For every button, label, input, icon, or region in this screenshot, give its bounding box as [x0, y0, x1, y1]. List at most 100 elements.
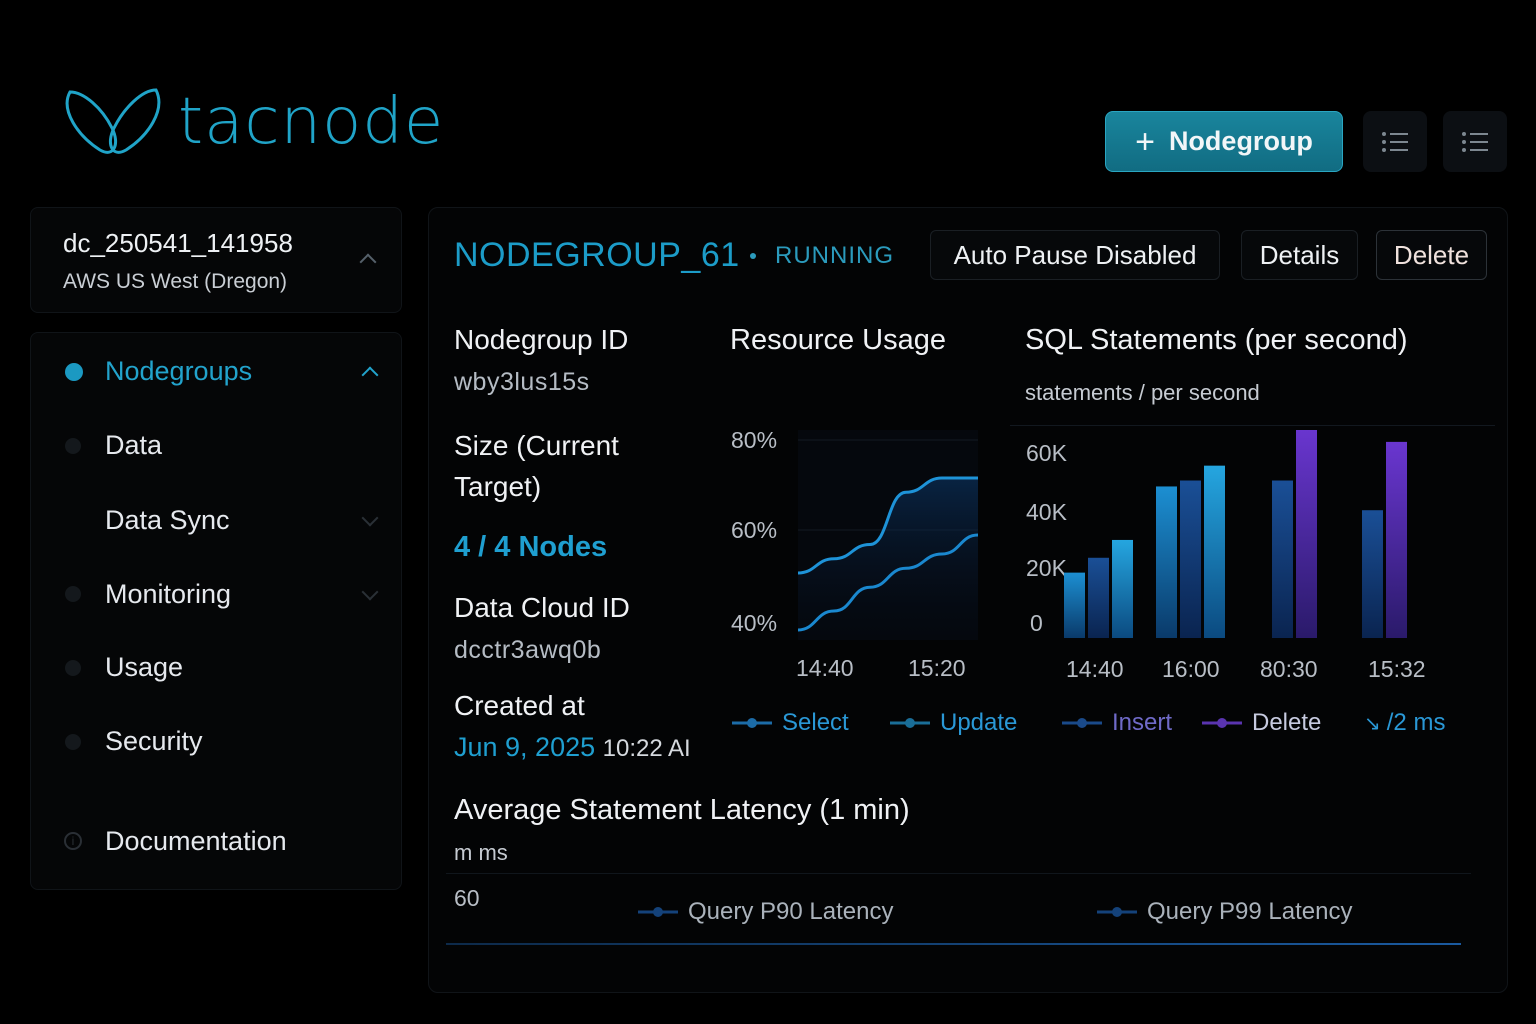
bar-update-0 — [1088, 557, 1109, 638]
security-bullet-icon — [65, 734, 81, 750]
status-badge: RUNNING — [775, 242, 894, 269]
size-label-cont: Target) — [454, 471, 542, 502]
y-tick-label: 40% — [731, 610, 778, 636]
add-nodegroup-button[interactable]: + Nodegroup — [1105, 111, 1343, 172]
datacenter-region: AWS US West (Dregon) — [63, 270, 288, 293]
datacenter-selector[interactable] — [30, 207, 402, 313]
delete-button[interactable]: Delete — [1376, 230, 1487, 280]
auto-pause-button[interactable]: Auto Pause Disabled — [930, 230, 1220, 280]
brand-name: tacnode — [178, 85, 445, 159]
legend-label: Update — [940, 709, 1018, 736]
legend-label: /2 ms — [1386, 709, 1446, 736]
datacenter-name: dc_250541_141958 — [63, 228, 293, 258]
created-label: Created at — [454, 690, 585, 721]
bar-insert-0 — [1112, 539, 1133, 638]
x-tick-label: 15:32 — [1368, 656, 1426, 682]
nodegroup-id-label: Nodegroup ID — [454, 324, 629, 355]
sidebar-item-security[interactable]: Security — [105, 726, 203, 756]
arrow-down-right-icon: ↘ — [1364, 712, 1381, 735]
bar-insert-1 — [1204, 465, 1225, 638]
nodegroup-title: NODEGROUP_61 — [454, 236, 740, 274]
sidebar-item-documentation[interactable]: Documentation — [105, 826, 287, 856]
nodegroup-id-value: wby3lus15s — [454, 368, 590, 396]
bar-delete-2 — [1296, 430, 1317, 638]
x-tick-label: 80:30 — [1260, 656, 1318, 682]
sql-statements-chart — [1064, 430, 1407, 638]
created-date: Jun 9, 2025 — [454, 732, 596, 762]
y-tick-label: 20K — [1026, 555, 1067, 581]
resource-usage-line-1 — [798, 533, 978, 632]
resource-usage-title: Resource Usage — [730, 324, 946, 356]
legend-marker-icon — [732, 718, 772, 728]
y-tick-label: 80% — [731, 427, 778, 453]
legend-marker-icon — [1097, 907, 1137, 917]
sql-statements-title: SQL Statements (per second) — [1025, 324, 1408, 356]
menu-button[interactable] — [1443, 111, 1507, 172]
legend-insert[interactable]: Insert — [1062, 709, 1172, 737]
created-time: 10:22 AI — [602, 735, 691, 762]
y-tick-label: 40K — [1026, 499, 1067, 525]
add-nodegroup-label: Nodegroup — [1168, 126, 1313, 156]
legend-delete[interactable]: Delete — [1202, 709, 1321, 737]
bar-delete-3 — [1386, 441, 1407, 638]
list-view-button[interactable] — [1363, 111, 1427, 172]
bar-insert-3 — [1362, 510, 1383, 638]
details-button[interactable]: Details — [1241, 230, 1358, 280]
y-tick-label: 0 — [1030, 610, 1043, 636]
x-tick-label: 15:20 — [908, 655, 966, 681]
bar-update-1 — [1180, 480, 1201, 638]
bar-select-0 — [1064, 572, 1085, 638]
y-tick-label: 60 — [454, 885, 480, 911]
legend-p99[interactable]: Query P99 Latency — [1097, 898, 1352, 926]
created-value: Jun 9, 2025 10:22 AI — [454, 732, 691, 763]
legend-label: Query P90 Latency — [688, 898, 894, 925]
cloud-id-value: dcctr3awq0b — [454, 636, 602, 664]
data-bullet-icon — [65, 438, 81, 454]
latency-unit: m ms — [454, 840, 508, 865]
legend-marker-icon — [890, 718, 930, 728]
legend-label: Select — [782, 709, 849, 736]
sidebar-nav — [30, 332, 402, 890]
usage-bullet-icon — [65, 660, 81, 676]
legend-marker-icon — [638, 907, 678, 917]
bar-insert-2 — [1272, 480, 1293, 638]
monitoring-bullet-icon — [65, 586, 81, 602]
nodegroups-bullet-icon — [65, 363, 83, 381]
sql-statements-subtitle: statements / per second — [1025, 380, 1260, 405]
brand-logo: tacnode — [60, 82, 500, 162]
divider — [446, 873, 1471, 874]
tacnode-logo-icon — [65, 88, 161, 154]
legend-marker-icon — [1062, 718, 1102, 728]
resource-usage-line-0 — [798, 476, 978, 575]
list-icon — [1382, 131, 1408, 152]
legend-select[interactable]: Select — [732, 709, 849, 737]
legend-label: Query P99 Latency — [1147, 898, 1353, 925]
size-label: Size (Current — [454, 430, 619, 461]
x-tick-label: 16:00 — [1162, 656, 1220, 682]
size-value: 4 / 4 Nodes — [454, 531, 608, 563]
status-dot-icon — [750, 253, 756, 259]
sidebar-item-usage[interactable]: Usage — [105, 652, 184, 682]
sidebar-item-monitoring[interactable]: Monitoring — [105, 579, 232, 609]
cloud-id-label: Data Cloud ID — [454, 592, 630, 623]
legend-label: Delete — [1252, 709, 1322, 736]
legend-label: Insert — [1112, 709, 1173, 736]
y-tick-label: 60% — [731, 517, 778, 543]
info-icon: i — [64, 832, 82, 850]
y-tick-label: 60K — [1026, 440, 1067, 466]
list-icon — [1462, 131, 1488, 152]
latency-baseline — [446, 943, 1461, 945]
latency-title: Average Statement Latency (1 min) — [454, 794, 910, 826]
bar-select-1 — [1156, 486, 1177, 638]
x-tick-label: 14:40 — [1066, 656, 1124, 682]
sidebar-item-data-sync[interactable]: Data Sync — [105, 505, 230, 535]
divider — [1010, 425, 1495, 426]
legend-update[interactable]: Update — [890, 709, 1017, 737]
legend-extra[interactable]: ↘ /2 ms — [1364, 709, 1445, 737]
sidebar-item-nodegroups[interactable]: Nodegroups — [105, 356, 253, 386]
x-tick-label: 14:40 — [796, 655, 854, 681]
legend-p90[interactable]: Query P90 Latency — [638, 898, 893, 926]
legend-marker-icon — [1202, 718, 1242, 728]
resource-usage-area — [798, 478, 978, 640]
sidebar-item-data[interactable]: Data — [105, 430, 163, 460]
